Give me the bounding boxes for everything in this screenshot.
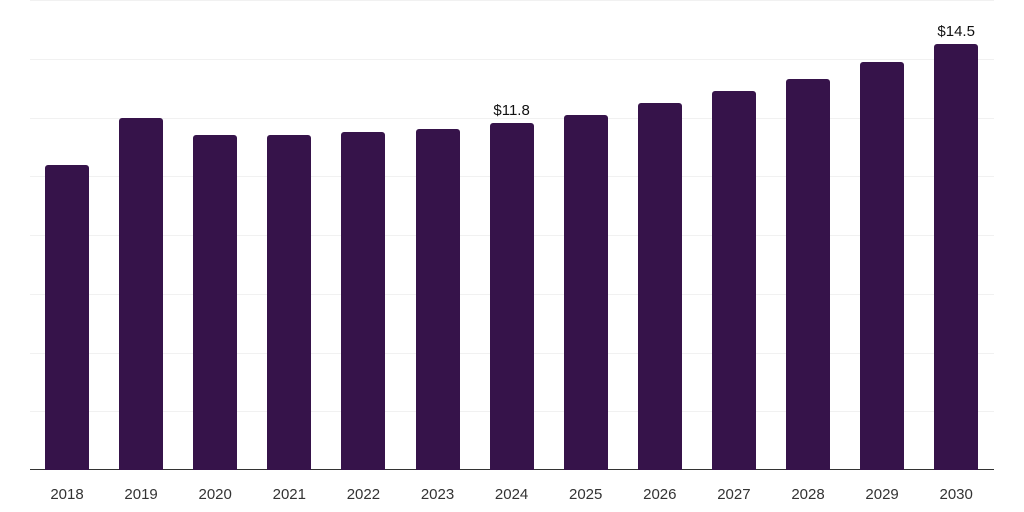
bar-2020[interactable] (193, 135, 238, 470)
x-tick-label: 2026 (643, 486, 677, 503)
bar-2022[interactable] (341, 132, 386, 470)
x-tick-label: 2024 (494, 486, 529, 503)
bar-2029[interactable] (860, 61, 905, 470)
bar-2026[interactable] (637, 102, 682, 470)
data-label-2030: $14.5 (937, 23, 975, 41)
bar-2024[interactable] (489, 123, 534, 470)
x-tick-label: 2025 (569, 486, 603, 503)
x-tick-label: 2021 (272, 486, 306, 503)
bar-2027[interactable] (711, 91, 756, 470)
gridline (30, 118, 994, 119)
x-tick-label: 2030 (939, 486, 973, 503)
bar-2025[interactable] (563, 114, 608, 470)
x-tick-label: 2028 (791, 486, 825, 503)
x-tick-label: 2020 (198, 486, 232, 503)
gridline (30, 0, 994, 1)
x-tick-label: 2019 (124, 486, 158, 503)
x-tick-label: 2029 (865, 486, 899, 503)
x-tick-label: 2018 (50, 486, 84, 503)
bar-2028[interactable] (786, 79, 830, 470)
bar-2023[interactable] (415, 129, 460, 470)
data-label-2024: $11.8 (493, 102, 530, 120)
x-tick-label: 2022 (346, 486, 381, 503)
x-tick-label: 2023 (420, 486, 455, 503)
bar-2018[interactable] (45, 164, 89, 470)
bar-2021[interactable] (267, 135, 312, 470)
bar-2030[interactable] (934, 44, 979, 470)
bar-2019[interactable] (119, 117, 164, 470)
gridline (30, 59, 994, 60)
x-tick-label: 2027 (717, 486, 751, 503)
